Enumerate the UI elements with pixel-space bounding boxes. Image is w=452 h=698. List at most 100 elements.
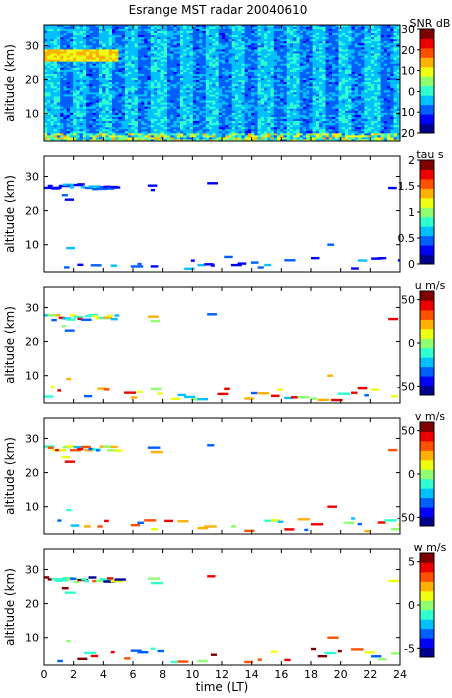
snr-cell bbox=[137, 40, 142, 44]
snr-cell bbox=[270, 71, 275, 74]
snr-cell bbox=[144, 93, 149, 97]
snr-cell bbox=[124, 79, 129, 83]
snr-cell bbox=[186, 112, 191, 115]
snr-cell bbox=[315, 120, 320, 124]
snr-cell bbox=[150, 63, 155, 66]
snr-cell bbox=[176, 46, 181, 50]
snr-cell bbox=[319, 108, 323, 111]
snr-cell bbox=[315, 122, 320, 126]
snr-cell bbox=[50, 128, 55, 132]
snr-cell bbox=[296, 25, 301, 27]
snr-cell bbox=[89, 104, 94, 107]
snr-cell bbox=[222, 126, 226, 130]
snr-cell bbox=[289, 57, 294, 60]
snr-cell bbox=[115, 112, 119, 115]
snr-cell bbox=[102, 112, 106, 115]
snr-cell bbox=[280, 93, 284, 97]
snr-cell bbox=[82, 83, 87, 87]
snr-cell bbox=[82, 87, 87, 91]
snr-cell bbox=[254, 44, 259, 48]
snr-cell bbox=[66, 77, 71, 81]
snr-cell bbox=[128, 106, 132, 109]
snr-cell bbox=[95, 42, 100, 46]
snr-cell bbox=[63, 91, 68, 95]
snr-cell bbox=[79, 36, 84, 40]
snr-cell bbox=[111, 40, 116, 44]
snr-cell bbox=[254, 132, 259, 136]
snr-cell bbox=[312, 93, 317, 97]
snr-cell bbox=[50, 93, 55, 97]
snr-cell bbox=[66, 57, 71, 60]
snr-cell bbox=[95, 40, 100, 44]
snr-cell bbox=[267, 102, 272, 105]
snr-cell bbox=[86, 77, 90, 81]
snr-cell bbox=[273, 106, 278, 109]
snr-cell bbox=[192, 50, 197, 54]
snr-cell bbox=[277, 38, 281, 42]
snr-cell bbox=[273, 59, 278, 62]
snr-cell bbox=[141, 93, 145, 97]
snr-cell bbox=[69, 57, 74, 60]
snr-cell bbox=[309, 95, 314, 99]
snr-cell bbox=[299, 42, 304, 46]
snr-cell bbox=[92, 59, 97, 62]
snr-cell bbox=[160, 118, 165, 122]
snr-cell bbox=[296, 34, 301, 38]
snr-cell bbox=[309, 48, 314, 52]
snr-cell bbox=[260, 59, 265, 62]
snr-cell bbox=[244, 128, 249, 132]
snr-cell bbox=[124, 46, 129, 50]
snr-cell bbox=[260, 32, 265, 36]
snr-cell bbox=[283, 134, 288, 138]
snr-cell bbox=[199, 46, 204, 50]
snr-cell bbox=[319, 61, 323, 64]
snr-cell bbox=[280, 75, 284, 79]
snr-cell bbox=[270, 34, 275, 38]
snr-cell bbox=[196, 48, 200, 52]
snr-cell bbox=[89, 130, 94, 134]
snr-cell bbox=[234, 48, 239, 52]
snr-cell bbox=[150, 128, 155, 132]
snr-cell bbox=[209, 87, 213, 91]
snr-cell bbox=[260, 98, 265, 101]
snr-cell bbox=[228, 93, 233, 97]
snr-cell bbox=[183, 100, 187, 103]
snr-cell bbox=[124, 91, 129, 95]
snr-cell bbox=[47, 69, 51, 72]
snr-cell bbox=[234, 98, 239, 101]
snr-cell bbox=[141, 98, 145, 101]
snr-cell bbox=[63, 25, 68, 27]
snr-cell bbox=[273, 46, 278, 50]
snr-cell bbox=[315, 114, 320, 117]
snr-cell bbox=[128, 36, 132, 40]
snr-cell bbox=[202, 32, 207, 36]
snr-cell bbox=[325, 75, 330, 79]
snr-cell bbox=[273, 55, 278, 58]
snr-cell bbox=[244, 44, 249, 48]
snr-cell bbox=[176, 65, 181, 68]
snr-cell bbox=[267, 69, 272, 72]
snr-cell bbox=[228, 95, 233, 99]
snr-cell bbox=[73, 102, 77, 105]
snr-cell bbox=[225, 67, 229, 70]
snr-cell bbox=[76, 75, 81, 79]
snr-cell bbox=[238, 132, 242, 136]
snr-cell bbox=[163, 59, 168, 62]
snr-cell bbox=[102, 85, 106, 89]
snr-cell bbox=[102, 89, 106, 93]
snr-cell bbox=[115, 34, 119, 38]
snr-cell bbox=[60, 106, 64, 109]
snr-cell bbox=[277, 126, 281, 130]
snr-cell bbox=[189, 63, 194, 66]
snr-cell bbox=[315, 42, 320, 46]
snr-cell bbox=[299, 108, 304, 111]
snr-cell bbox=[267, 85, 272, 89]
snr-cell bbox=[131, 81, 136, 85]
snr-cell bbox=[286, 57, 291, 60]
snr-cell bbox=[92, 48, 97, 52]
snr-cell bbox=[296, 59, 301, 62]
snr-cell bbox=[44, 130, 48, 134]
snr-cell bbox=[154, 77, 158, 81]
snr-cell bbox=[102, 65, 106, 68]
snr-cell bbox=[163, 126, 168, 130]
